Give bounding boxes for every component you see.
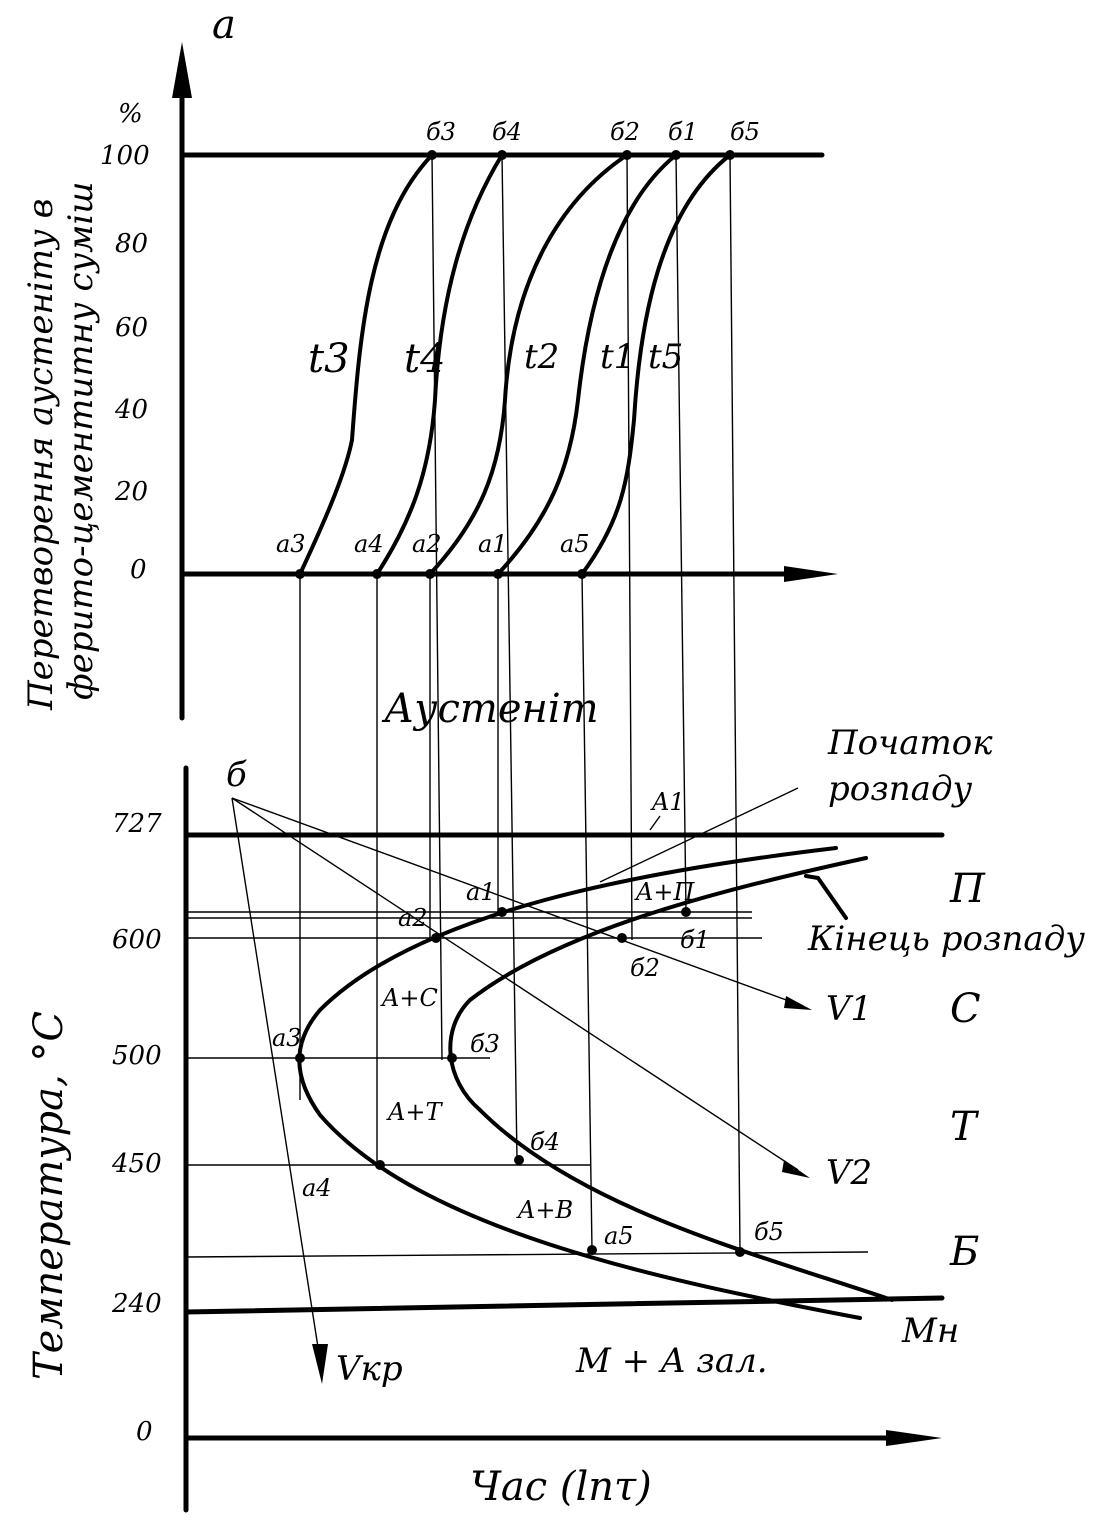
isotherm-t5 xyxy=(185,1251,869,1258)
y-tick-0-bottom: 0 xyxy=(136,1417,153,1447)
y-tick-727: 727 xyxy=(112,809,162,839)
point-a1 xyxy=(497,907,507,917)
region-a-b: A+B xyxy=(516,1196,573,1224)
cooling-curve-v2 xyxy=(231,797,799,1171)
region-a-p: A+П xyxy=(634,878,695,906)
c-curve-start xyxy=(297,846,862,1320)
start-label-a3: a3 xyxy=(276,530,306,558)
a1-line-label: A1 xyxy=(650,788,685,816)
y-tick-450: 450 xyxy=(111,1149,162,1179)
curve-label-t4: t4 xyxy=(404,336,446,382)
label-b2: б2 xyxy=(630,954,660,982)
label-b4: б4 xyxy=(530,1128,560,1156)
label-a5: a5 xyxy=(604,1222,634,1250)
label-a3: a3 xyxy=(272,1024,302,1052)
kinetic-curve-t3 xyxy=(298,153,434,576)
end-label-b4: б4 xyxy=(492,118,522,146)
point-a4 xyxy=(375,1160,385,1170)
y-tick-0: 0 xyxy=(130,555,147,585)
y-tick-240: 240 xyxy=(111,1289,162,1319)
point-b5 xyxy=(735,1247,745,1257)
label-b5: б5 xyxy=(754,1218,784,1246)
curve-label-t5: t5 xyxy=(648,337,683,377)
region-a-t: A+T xyxy=(386,1098,443,1126)
top-y-label-line2: ферито-цементитну суміш xyxy=(61,182,101,700)
point-b4 xyxy=(514,1155,524,1165)
start-label-a1: a1 xyxy=(478,530,508,558)
curve-label-t2: t2 xyxy=(524,337,559,377)
point-b1 xyxy=(681,907,691,917)
projection-lines xyxy=(299,154,741,1253)
kinetic-curve-t4 xyxy=(375,153,504,576)
phase-letter-troostite: Т xyxy=(950,1104,980,1150)
cooling-label-vcr: Vкр xyxy=(336,1349,403,1389)
start-decomp-line2: розпаду xyxy=(828,769,972,809)
end-label-b5: б5 xyxy=(730,118,760,146)
end-label-b3: б3 xyxy=(426,118,456,146)
kinetic-curve-t1 xyxy=(496,153,678,576)
region-a-c: A+C xyxy=(380,984,438,1012)
point-a2 xyxy=(431,933,441,943)
start-decomp-line1: Початок xyxy=(827,723,993,763)
end-label-b2: б2 xyxy=(610,118,640,146)
cooling-curve-vcr xyxy=(231,797,321,1361)
phase-letter-sorbite: С xyxy=(950,986,981,1032)
end-decomp-label: Кінець розпаду xyxy=(807,919,1085,959)
top-axis-letter: a xyxy=(212,2,236,48)
cooling-label-v2: V2 xyxy=(826,1153,872,1193)
point-b2 xyxy=(617,933,627,943)
y-tick-500: 500 xyxy=(112,1041,162,1071)
label-b3: б3 xyxy=(470,1030,500,1058)
region-martensite: M + A зал. xyxy=(575,1341,768,1381)
start-label-a2: a2 xyxy=(412,530,442,558)
ms-label: Мн xyxy=(901,1311,959,1351)
phase-letter-pearlite: П xyxy=(949,866,986,912)
end-label-b1: б1 xyxy=(668,118,698,146)
y-tick-600: 600 xyxy=(112,925,162,955)
top-x-arrow xyxy=(784,566,838,582)
point-b3 xyxy=(447,1053,457,1063)
curve-label-t1: t1 xyxy=(600,337,635,377)
cooling-label-v1: V1 xyxy=(826,989,872,1029)
label-a4: a4 xyxy=(302,1174,332,1202)
cooling-curve-v1 xyxy=(231,797,801,1006)
end-decomp-pointer xyxy=(804,874,848,920)
y-tick-20: 20 xyxy=(114,477,148,507)
point-a3 xyxy=(295,1053,305,1063)
y-tick-40: 40 xyxy=(114,395,148,425)
start-decomp-pointer xyxy=(599,787,799,883)
top-y-arrow xyxy=(172,42,192,98)
bottom-x-label: Час (lnτ) xyxy=(470,1464,652,1510)
y-tick-100: 100 xyxy=(100,141,150,171)
phase-letter-bainite: Б xyxy=(949,1229,979,1275)
origin-label: б xyxy=(226,755,247,795)
bottom-x-arrow xyxy=(886,1430,942,1446)
y-tick-80: 80 xyxy=(115,229,148,259)
label-a2: a2 xyxy=(398,904,428,932)
top-y-label-line1: Перетворення аустеніту в xyxy=(21,199,61,711)
curve-label-t3: t3 xyxy=(308,336,350,382)
region-austenite: Аустеніт xyxy=(381,686,599,732)
kinetic-curve-t5 xyxy=(580,153,732,576)
point-a5 xyxy=(587,1245,597,1255)
label-b1: б1 xyxy=(680,926,710,954)
top-chart: a % 100 80 60 40 20 0 Перетворення аусте… xyxy=(21,2,838,721)
label-a1: a1 xyxy=(466,878,496,906)
y-tick-60: 60 xyxy=(115,313,148,343)
bottom-y-label: Температура, °С xyxy=(26,1011,72,1380)
start-label-a4: a4 xyxy=(354,530,384,558)
ms-line xyxy=(183,1295,945,1315)
start-label-a5: a5 xyxy=(560,530,590,558)
bottom-chart: Аустеніт 727 600 500 450 240 0 Температу… xyxy=(26,686,1085,1513)
percent-symbol: % xyxy=(118,99,143,129)
